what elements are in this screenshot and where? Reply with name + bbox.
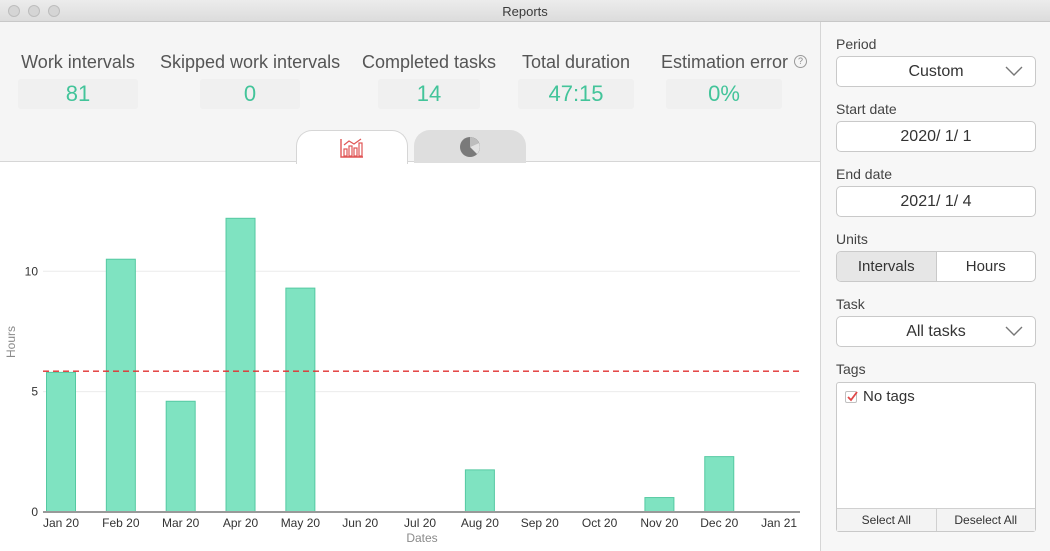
- period-select[interactable]: Custom: [836, 56, 1036, 87]
- stat-label-row: Estimation error?: [656, 52, 812, 73]
- stat-estimation-error: Estimation error? 0%: [656, 52, 812, 109]
- x-tick-label: Feb 20: [102, 516, 140, 530]
- bar: [704, 456, 735, 513]
- stat-value: 81: [18, 79, 138, 109]
- x-axis-title: Dates: [406, 531, 437, 545]
- minimize-window-button[interactable]: [28, 5, 40, 17]
- x-tick-label: Jan 20: [43, 516, 79, 530]
- report-main: Work intervals 81 Skipped work intervals…: [0, 22, 820, 551]
- x-tick-label: Nov 20: [640, 516, 678, 530]
- x-tick-label: Oct 20: [582, 516, 618, 530]
- y-tick-label: 0: [31, 505, 38, 519]
- end-date-label: End date: [836, 166, 893, 182]
- y-axis-title: Hours: [4, 326, 18, 358]
- start-date-label: Start date: [836, 101, 897, 117]
- period-label: Period: [836, 36, 877, 52]
- end-date-field[interactable]: 2021/ 1/ 4: [836, 186, 1036, 217]
- stat-total-duration: Total duration 47:15: [518, 52, 634, 109]
- stat-label: Total duration: [521, 52, 631, 72]
- y-tick-label: 10: [25, 264, 39, 278]
- stat-label: Work intervals: [21, 52, 135, 72]
- task-select[interactable]: All tasks: [836, 316, 1036, 347]
- bar: [165, 400, 196, 513]
- tags-label: Tags: [836, 361, 866, 377]
- stat-skipped-work-intervals: Skipped work intervals 0: [160, 52, 340, 109]
- tab-bar-chart[interactable]: [296, 130, 408, 164]
- x-tick-label: Dec 20: [700, 516, 738, 530]
- tags-footer: Select All Deselect All: [837, 508, 1035, 531]
- tab-pie-chart[interactable]: [414, 130, 526, 163]
- stat-label: Estimation error: [660, 52, 789, 72]
- bar: [105, 258, 136, 513]
- close-window-button[interactable]: [8, 5, 20, 17]
- bar-chart-svg: 0 5 10 Jan 20 Feb 20 Mar 20 Apr 20 May 20 Jun 20…: [4, 217, 800, 545]
- help-icon[interactable]: ?: [794, 54, 808, 68]
- pie-chart-icon: [460, 136, 480, 157]
- task-label: Task: [836, 296, 865, 312]
- x-tick-label: Aug 20: [461, 516, 499, 530]
- stat-value: 47:15: [518, 79, 634, 109]
- stat-label: Completed tasks: [361, 52, 497, 72]
- units-intervals-button[interactable]: Intervals: [837, 252, 937, 281]
- x-tick-label: Mar 20: [162, 516, 200, 530]
- task-value: All tasks: [906, 323, 966, 340]
- deselect-all-button[interactable]: Deselect All: [954, 513, 1018, 527]
- x-tick-label: Apr 20: [223, 516, 259, 530]
- units-label: Units: [836, 231, 868, 247]
- summary-panel: Work intervals 81 Skipped work intervals…: [0, 22, 820, 164]
- chevron-down-icon: [1005, 326, 1023, 336]
- period-value: Custom: [908, 63, 964, 80]
- bar-chart-icon: [340, 138, 363, 158]
- stat-value: 0: [200, 79, 300, 109]
- tags-list: No tags Select All Deselect All: [836, 382, 1036, 532]
- select-all-button[interactable]: Select All: [837, 509, 937, 531]
- units-segmented-control: Intervals Hours: [836, 251, 1036, 282]
- x-tick-label: Jun 20: [342, 516, 378, 530]
- tag-item[interactable]: No tags: [845, 388, 915, 405]
- window-title: Reports: [502, 4, 548, 19]
- stat-completed-tasks: Completed tasks 14: [360, 52, 498, 109]
- stat-value: 0%: [666, 79, 782, 109]
- x-tick-label: Jul 20: [404, 516, 436, 530]
- x-tick-label: Sep 20: [521, 516, 559, 530]
- units-hours-button[interactable]: Hours: [965, 258, 1006, 275]
- x-tick-label: May 20: [281, 516, 321, 530]
- bar-chart: 0 5 10 Jan 20 Feb 20 Mar 20 Apr 20 May 20 Jun 20…: [0, 162, 820, 551]
- checkmark-icon: [847, 390, 858, 401]
- zoom-window-button[interactable]: [48, 5, 60, 17]
- stat-work-intervals: Work intervals 81: [18, 52, 138, 109]
- bar: [644, 497, 675, 513]
- bar: [225, 217, 256, 513]
- filter-sidebar: Period Custom Start date 2020/ 1/ 1 End …: [820, 22, 1050, 551]
- y-tick-label: 5: [31, 385, 38, 399]
- bar: [46, 371, 76, 513]
- bar: [285, 287, 316, 513]
- start-date-field[interactable]: 2020/ 1/ 1: [836, 121, 1036, 152]
- x-tick-label: Jan 21: [761, 516, 797, 530]
- stat-label: Skipped work intervals: [160, 52, 341, 72]
- checkbox[interactable]: [845, 390, 858, 403]
- chevron-down-icon: [1005, 66, 1023, 76]
- stat-value: 14: [378, 79, 480, 109]
- bar: [464, 469, 495, 513]
- title-bar: Reports: [0, 0, 1050, 22]
- tag-label: No tags: [863, 388, 915, 405]
